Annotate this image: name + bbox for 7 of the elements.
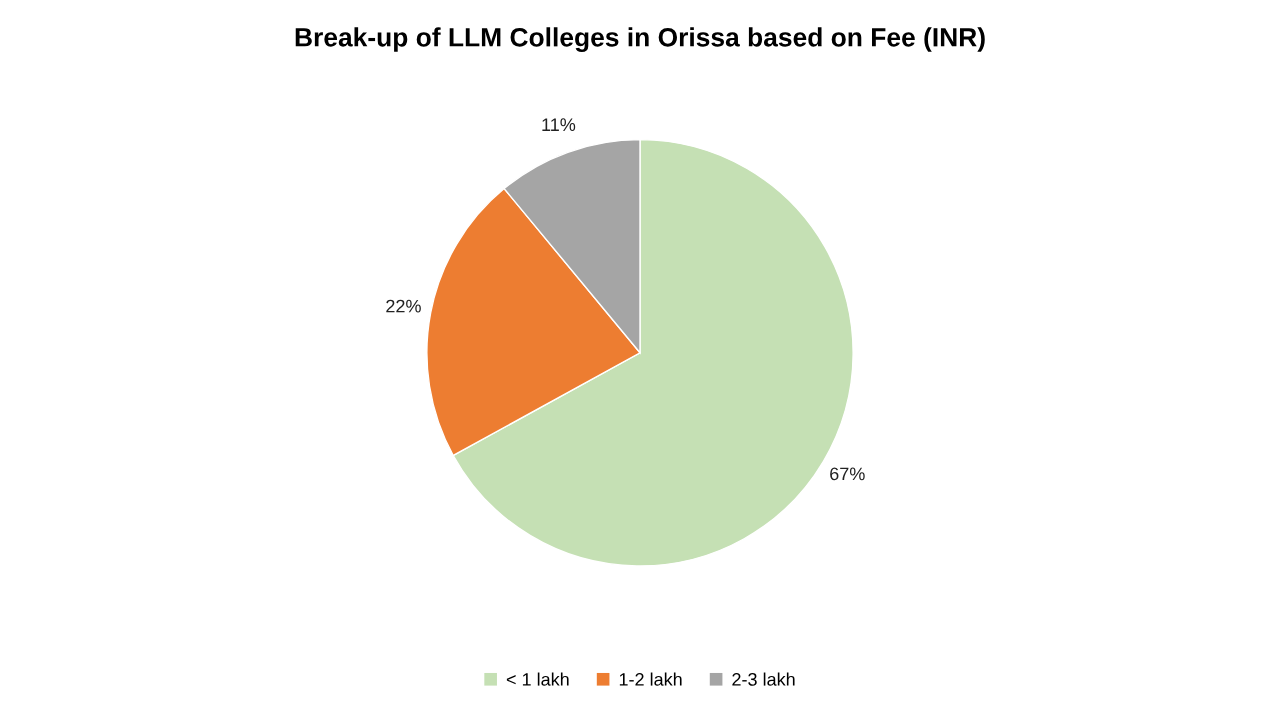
data-label: 67% <box>830 467 865 481</box>
data-label: 11% <box>542 118 576 131</box>
data-label: 22% <box>386 299 421 313</box>
legend-label: 2-3 lakh <box>732 672 795 686</box>
legend-label: < 1 lakh <box>506 672 569 686</box>
chart-title: Break-up of LLM Colleges in Orissa based on Fee (INR) <box>295 27 985 52</box>
legend-label: 1-2 lakh <box>619 672 682 686</box>
